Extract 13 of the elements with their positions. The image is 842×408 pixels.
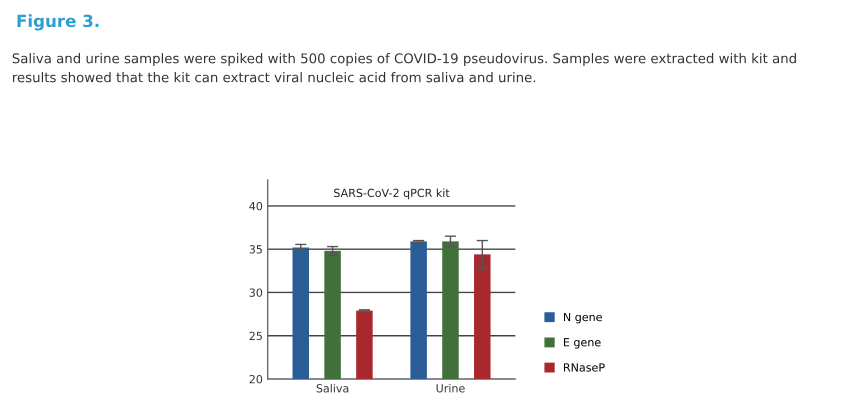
legend-label: RNaseP xyxy=(564,363,605,372)
y-tick-label: 35 xyxy=(250,245,262,254)
x-tick-label: Saliva xyxy=(316,384,348,392)
legend-label: N gene xyxy=(564,312,602,324)
text: Figure 3. xyxy=(18,14,98,31)
x-tick-label: Urine xyxy=(436,384,465,392)
y-tick-label: 30 xyxy=(250,288,262,297)
y-tick-label: 20 xyxy=(250,375,262,384)
legend-label: E gene xyxy=(564,338,601,349)
annotation: SARS-CoV-2 qPCR kit xyxy=(334,188,450,200)
chart-subtitle: Saliva and urine samples were spiked with 500 copies of COVID-19 pseudovirus. Samples were extracted with kit and results showed that the kit can extract viral nucleic acid from saliva and urine. xyxy=(12,53,796,82)
y-tick-label: 40 xyxy=(249,202,262,210)
y-tick-label: 25 xyxy=(250,332,262,340)
